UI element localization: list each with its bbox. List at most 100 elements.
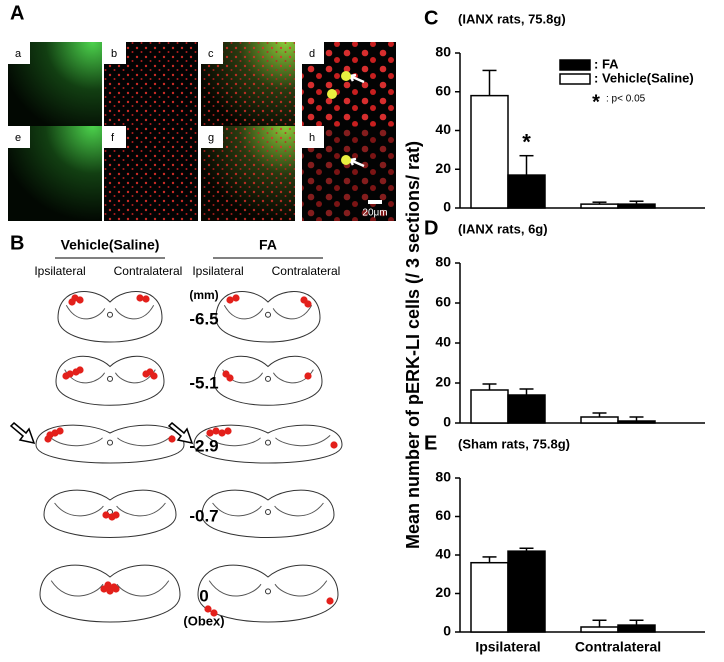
image-label-box <box>8 126 30 148</box>
level-label: 0 <box>199 586 208 605</box>
image-label-box <box>302 42 324 64</box>
dorsal-horn <box>212 502 324 517</box>
perk-cell <box>206 429 214 437</box>
bar <box>507 550 546 633</box>
perk-cell <box>76 296 84 304</box>
double-labeled-cell <box>341 71 351 81</box>
y-tick-label: 20 <box>435 584 451 600</box>
legend-label: : Vehicle(Saline) <box>594 70 694 85</box>
perk-cell <box>44 435 52 443</box>
y-tick-label: 40 <box>435 546 451 562</box>
legend-star: * <box>592 91 600 113</box>
bar <box>507 174 546 209</box>
perk-cell <box>226 296 234 304</box>
image-label: f <box>111 132 115 144</box>
section-outline <box>55 355 165 406</box>
significance-marker: * <box>522 130 531 155</box>
y-tick-label: 20 <box>435 374 451 390</box>
legend-note: : p< 0.05 <box>606 94 646 105</box>
central-canal <box>265 311 271 318</box>
perk-cell <box>110 583 118 591</box>
side-label: Contralateral <box>272 264 341 278</box>
bar <box>470 561 509 633</box>
section-outline <box>39 564 181 623</box>
image-label-box <box>104 42 126 64</box>
perk-cell <box>76 366 84 374</box>
y-tick-label: 60 <box>435 507 451 523</box>
perk-cell <box>112 511 120 519</box>
x-tick-label: Contralateral <box>575 639 661 655</box>
y-tick-label: 40 <box>435 334 451 350</box>
double-labeled-cell <box>327 89 337 99</box>
central-canal <box>265 509 271 515</box>
perk-cell <box>142 295 150 303</box>
double-labeled-cell <box>341 155 351 165</box>
arrow-marker <box>167 421 194 445</box>
panel-label: E <box>424 432 437 454</box>
group-header: Vehicle(Saline) <box>61 237 160 253</box>
legend-swatch <box>559 59 591 71</box>
y-tick-label: 0 <box>443 623 451 639</box>
perk-cell <box>224 427 232 435</box>
group-header: FA <box>259 237 277 253</box>
section-outline <box>197 564 339 623</box>
legend-swatch <box>559 73 591 85</box>
perk-cell <box>330 441 338 449</box>
level-label: -5.1 <box>189 373 218 392</box>
section-outline <box>57 291 163 343</box>
perk-cell <box>212 427 220 435</box>
perk-cell <box>226 374 234 382</box>
level-note: (Obex) <box>183 613 224 628</box>
panel-label: C <box>424 7 438 29</box>
unit-label: (mm) <box>189 288 218 302</box>
perk-cell <box>104 581 112 589</box>
x-tick-label: Ipsilateral <box>475 639 540 655</box>
perk-cell <box>210 609 218 617</box>
image-label: a <box>15 48 22 60</box>
perk-cell <box>142 370 150 378</box>
bar <box>580 416 619 424</box>
side-label: Ipsilateral <box>34 264 85 278</box>
y-tick-label: 0 <box>443 199 451 215</box>
perk-cell <box>56 427 64 435</box>
level-label: -6.5 <box>189 309 218 328</box>
y-tick-label: 60 <box>435 82 451 98</box>
y-tick-label: 80 <box>435 469 451 485</box>
dorsal-horn <box>47 435 173 447</box>
image-label: c <box>208 48 214 60</box>
y-tick-label: 80 <box>435 44 451 60</box>
section-outline <box>213 355 323 406</box>
level-label: -0.7 <box>189 506 218 525</box>
section-outline <box>35 424 185 464</box>
y-tick-label: 20 <box>435 160 451 176</box>
image-label-box <box>201 42 223 64</box>
scale-bar <box>368 200 382 204</box>
image-label: d <box>309 48 315 60</box>
section-outline <box>215 291 321 343</box>
chart-subtitle: (IANX rats, 6g) <box>458 221 548 236</box>
scale-bar-label: 20μm <box>362 208 387 219</box>
perk-cell <box>168 435 176 443</box>
perk-cell <box>68 298 76 306</box>
perk-cell <box>218 429 226 437</box>
panel-label: D <box>424 217 438 239</box>
image-label-box <box>201 126 223 148</box>
perk-cell <box>304 300 312 308</box>
panel-label: A <box>10 2 24 24</box>
bar <box>617 203 656 209</box>
chart-subtitle: (IANX rats, 75.8g) <box>458 11 566 26</box>
perk-cell <box>136 294 144 302</box>
bar <box>507 394 546 424</box>
image-label-box <box>104 126 126 148</box>
perk-cell <box>304 372 312 380</box>
dorsal-horn <box>205 435 331 447</box>
y-tick-label: 80 <box>435 254 451 270</box>
bar <box>580 203 619 209</box>
central-canal <box>107 439 113 446</box>
dorsal-horn <box>223 304 313 320</box>
section-outline <box>201 489 335 538</box>
image-label: e <box>15 132 21 144</box>
y-tick-label: 40 <box>435 121 451 137</box>
